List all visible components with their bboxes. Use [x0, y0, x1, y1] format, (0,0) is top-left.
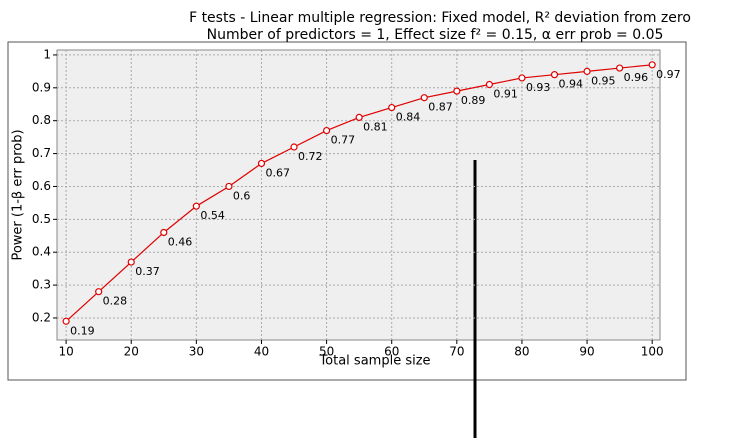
y-tick-label: 0.4	[32, 245, 51, 259]
point	[355, 113, 363, 122]
point	[453, 87, 461, 95]
point	[95, 288, 103, 296]
point	[388, 103, 396, 112]
data-label: 0.84	[396, 111, 421, 124]
point	[420, 94, 428, 102]
data-label: 0.37	[135, 265, 160, 278]
x-tick-label: 10	[58, 345, 73, 359]
data-label: 0.97	[656, 68, 681, 81]
data-label: 0.77	[331, 134, 356, 147]
x-tick-label: 100	[641, 345, 664, 359]
data-label: 0.91	[493, 88, 518, 101]
data-label: 0.81	[363, 120, 388, 133]
y-axis-label: Power (1-β err prob)	[11, 129, 26, 260]
y-tick-label: 0.3	[32, 278, 51, 292]
y-tick-label: 0.8	[32, 113, 51, 127]
plot-area	[56, 49, 661, 341]
x-tick-label: 30	[189, 345, 204, 359]
data-label: 0.28	[103, 295, 128, 308]
data-label: 0.54	[200, 209, 225, 222]
point	[583, 67, 591, 75]
y-tick-label: 0.6	[32, 179, 51, 193]
x-axis-label: Total sample size	[318, 354, 430, 369]
data-label: 0.72	[298, 150, 323, 163]
x-tick-label: 70	[449, 345, 464, 359]
point	[616, 64, 624, 72]
x-tick-label: 40	[254, 345, 269, 359]
point	[192, 202, 200, 210]
data-label: 0.87	[428, 101, 453, 114]
point	[290, 143, 298, 151]
data-label: 0.19	[70, 324, 95, 337]
point	[160, 228, 168, 237]
chart-title: F tests - Linear multiple regression: Fi…	[189, 10, 691, 26]
x-tick-label: 80	[514, 345, 529, 359]
chart-subtitle: Number of predictors = 1, Effect size f²…	[207, 27, 664, 43]
y-tick-label: 0.7	[32, 146, 51, 160]
x-tick-label: 20	[124, 345, 139, 359]
y-tick-label: 0.9	[32, 80, 51, 94]
data-label: 0.96	[624, 71, 649, 84]
point	[225, 182, 233, 191]
point	[485, 80, 493, 89]
data-label: 0.89	[461, 94, 486, 107]
data-label: 0.93	[526, 81, 551, 94]
data-label: 0.67	[265, 166, 290, 179]
point	[127, 258, 135, 266]
x-tick-label: 50	[319, 345, 334, 359]
point	[518, 74, 526, 82]
y-tick-label: 1	[43, 47, 51, 61]
point	[62, 317, 70, 325]
x-tick-label: 90	[579, 345, 594, 359]
point	[322, 126, 331, 135]
y-tick-label: 0.2	[32, 310, 51, 324]
x-tick-label: 60	[384, 345, 399, 359]
data-label: 0.94	[559, 78, 584, 91]
y-tick-label: 0.5	[32, 212, 51, 226]
point	[648, 61, 656, 69]
data-label: 0.6	[233, 189, 251, 202]
point	[550, 71, 559, 79]
point	[257, 159, 266, 168]
data-label: 0.46	[168, 235, 193, 248]
data-label: 0.95	[591, 74, 616, 87]
